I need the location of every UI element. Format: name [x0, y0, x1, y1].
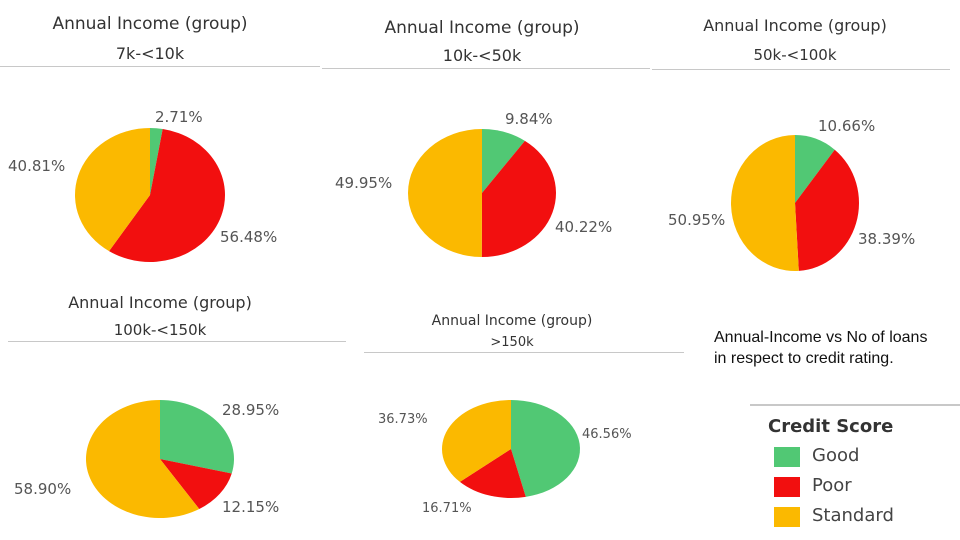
chart-title: Annual Income (group) — [431, 313, 593, 329]
legend-swatch — [774, 477, 800, 497]
slice-label-good: 28.95% — [222, 401, 280, 419]
pie-slice-standard — [730, 135, 799, 271]
divider — [364, 352, 684, 353]
legend-label: Poor — [812, 475, 852, 496]
legend-swatch — [774, 447, 800, 467]
slice-label-poor: 16.71% — [422, 501, 472, 516]
divider — [652, 69, 950, 70]
pie-slice-standard — [86, 400, 200, 518]
pie-slice-standard — [407, 129, 482, 257]
chart-note: Annual-Income vs No of loans in respect … — [714, 329, 928, 367]
slice-label-standard: 49.95% — [335, 174, 393, 192]
pie-slice-poor — [109, 128, 226, 262]
slice-label-good: 10.66% — [818, 117, 876, 135]
chart-title: Annual Income (group) — [384, 18, 580, 38]
slice-label-standard: 40.81% — [8, 157, 66, 175]
chart-subtitle: 100k-<150k — [113, 321, 207, 339]
pie-slice-good — [150, 128, 163, 195]
pie-slice-good — [482, 129, 525, 193]
chart-title: Annual Income (group) — [703, 16, 887, 35]
chart-subtitle: 7k-<10k — [115, 44, 185, 63]
slice-label-poor: 12.15% — [222, 498, 280, 516]
pie-svg — [730, 135, 859, 271]
slice-label-poor: 40.22% — [555, 218, 613, 236]
slice-label-poor: 38.39% — [858, 230, 916, 248]
pie-slice-standard — [442, 400, 511, 482]
pie-svg — [86, 400, 234, 518]
pie-svg — [407, 129, 556, 257]
legend-divider — [750, 404, 960, 406]
legend-swatch — [774, 507, 800, 527]
pie-slice-poor — [795, 149, 859, 271]
legend-title: Credit Score — [768, 416, 894, 437]
slice-label-good: 2.71% — [155, 108, 203, 126]
pie-slice-poor — [459, 449, 526, 498]
slice-label-good: 46.56% — [582, 427, 632, 442]
chart-title: Annual Income (group) — [52, 14, 248, 34]
slice-label-standard: 58.90% — [14, 480, 72, 498]
pie-slice-poor — [481, 140, 556, 257]
pie-svg — [75, 128, 226, 262]
pie-slice-good — [795, 135, 835, 203]
pie-slice-good — [160, 400, 234, 474]
divider — [8, 341, 346, 342]
slice-label-standard: 50.95% — [668, 211, 726, 229]
divider — [0, 66, 320, 67]
chart-subtitle: 50k-<100k — [753, 46, 837, 64]
chart-subtitle: >150k — [490, 335, 534, 350]
slice-label-good: 9.84% — [505, 110, 553, 128]
pie-slice-poor — [160, 459, 232, 510]
slice-label-poor: 56.48% — [220, 228, 278, 246]
legend-label: Good — [812, 445, 860, 466]
slice-label-standard: 36.73% — [378, 412, 428, 427]
pie-slice-standard — [75, 128, 150, 252]
divider — [322, 68, 650, 69]
chart-subtitle: 10k-<50k — [442, 46, 522, 65]
pie-slice-good — [511, 400, 580, 497]
pie-svg — [442, 400, 580, 498]
chart-title: Annual Income (group) — [68, 293, 252, 312]
legend-label: Standard — [812, 505, 894, 526]
